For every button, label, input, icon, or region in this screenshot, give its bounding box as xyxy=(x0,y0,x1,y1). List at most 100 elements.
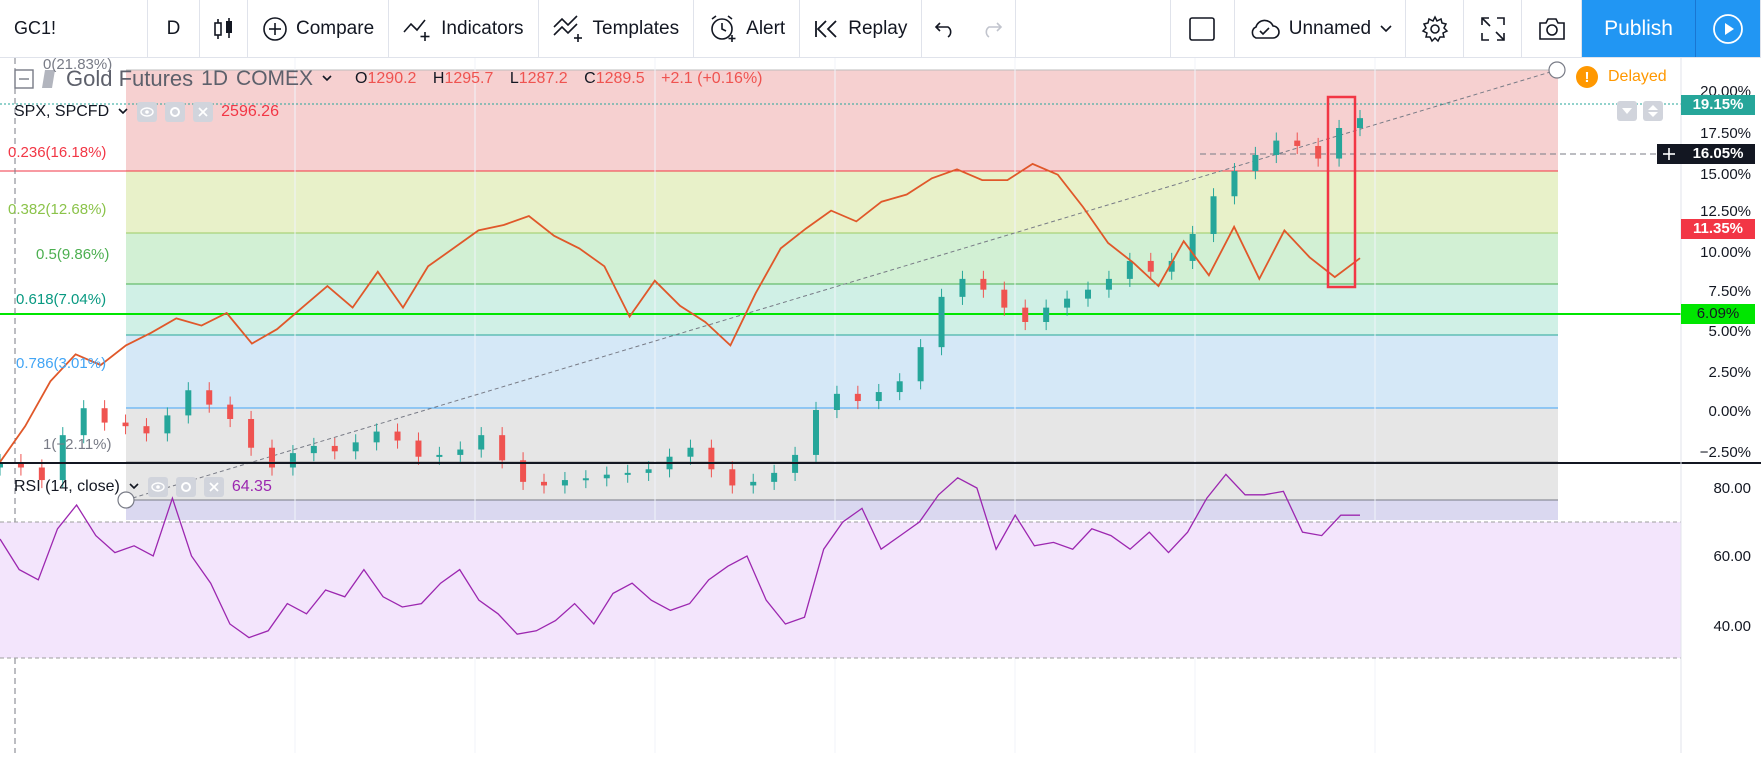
symbol-label: GC1! xyxy=(14,18,57,38)
candle-body xyxy=(206,390,213,405)
replay-button[interactable]: Replay xyxy=(800,0,923,57)
fib-label-5: 0.786(3.01%) xyxy=(16,355,107,372)
high-value: 1295.7 xyxy=(444,70,494,87)
chart-canvas[interactable] xyxy=(0,58,1761,753)
ohlc-values: O1290.2 H1295.7 L1287.2 C1289.5 +2.1 (+0… xyxy=(355,70,768,88)
eye-icon[interactable] xyxy=(137,102,158,122)
fib-handle-start[interactable] xyxy=(117,491,135,509)
fullscreen-layout-button[interactable] xyxy=(1171,0,1235,57)
gear-icon[interactable] xyxy=(175,477,196,497)
candle-body xyxy=(248,418,255,448)
compare-value: 2596.26 xyxy=(221,103,279,120)
fib-label-6: 1(−2.11%) xyxy=(43,436,112,453)
candle-body xyxy=(1336,128,1343,159)
candle-body xyxy=(310,445,317,454)
publish-button[interactable]: Publish xyxy=(1582,0,1696,57)
candle-body xyxy=(1357,118,1363,129)
candle-body xyxy=(959,278,966,297)
price-axis-label: 2.50% xyxy=(1708,364,1751,381)
play-button[interactable] xyxy=(1696,0,1761,57)
candle-body xyxy=(80,408,87,436)
chevron-down-icon[interactable] xyxy=(128,482,140,492)
candle-body xyxy=(896,381,903,393)
chevron-down-icon[interactable] xyxy=(117,107,129,117)
fib-label-3: 0.5(9.86%) xyxy=(36,246,110,263)
pane-maximize-button[interactable] xyxy=(1643,101,1663,121)
compare-label: Compare xyxy=(296,17,375,39)
price-axis-label: 15.00% xyxy=(1700,166,1751,183)
candle-body xyxy=(0,462,3,468)
fib-band-1 xyxy=(126,171,1558,233)
alarm-clock-icon xyxy=(711,14,736,42)
delayed-status[interactable]: ! Delayed xyxy=(1576,66,1667,88)
redo-button[interactable] xyxy=(968,0,1017,57)
candle-body xyxy=(541,481,547,486)
candle-body xyxy=(1231,171,1238,197)
chevron-down-icon[interactable] xyxy=(321,74,333,84)
chart-area[interactable]: Gold Futures 1D COMEX O1290.2 H1295.7 L1… xyxy=(0,56,1761,753)
snapshot-button[interactable] xyxy=(1522,0,1583,57)
low-value: 1287.2 xyxy=(518,70,568,87)
alert-button[interactable]: Alert xyxy=(694,0,801,57)
delayed-label: Delayed xyxy=(1608,68,1667,85)
candle-body xyxy=(1294,140,1301,146)
candle-body xyxy=(833,393,840,411)
fib-band-2 xyxy=(126,233,1558,284)
candle-body xyxy=(1210,196,1217,234)
undo-icon xyxy=(935,21,952,38)
main-title[interactable]: Gold Futures xyxy=(66,66,194,91)
warning-icon: ! xyxy=(1576,66,1598,88)
candle-body xyxy=(980,278,987,290)
fib-band-5 xyxy=(126,408,1558,500)
candle-body xyxy=(1273,140,1280,155)
chart-type-button[interactable] xyxy=(200,0,248,57)
compare-button[interactable]: Compare xyxy=(248,0,390,57)
price-axis-label: 5.00% xyxy=(1708,323,1751,340)
fib-handle-end[interactable] xyxy=(1548,61,1566,79)
candle-body xyxy=(1168,260,1175,272)
candle-body xyxy=(59,435,66,481)
main-interval: 1D xyxy=(201,67,229,90)
rsi-label[interactable]: RSI (14, close) xyxy=(14,478,120,495)
indicators-button[interactable]: Indicators xyxy=(389,0,539,57)
open-label: O xyxy=(355,70,368,87)
eye-icon[interactable] xyxy=(147,477,168,497)
cloud-icon xyxy=(1251,19,1280,39)
candle-body xyxy=(143,426,150,434)
line-price-badge: 6.09% xyxy=(1681,304,1755,324)
rsi-legend: RSI (14, close) 64.35 xyxy=(14,477,272,497)
candle-body xyxy=(499,435,506,461)
candle-body xyxy=(1105,278,1112,290)
candle-body xyxy=(269,447,275,468)
symbol-search-button[interactable]: GC1! xyxy=(0,0,148,57)
pane-collapse-button[interactable] xyxy=(1617,101,1637,121)
compare-symbol[interactable]: SPX, SPCFD xyxy=(14,103,110,120)
layout-name-button[interactable]: Unnamed xyxy=(1235,0,1407,57)
highlight-rectangle[interactable] xyxy=(1326,95,1357,289)
spx-compare-line[interactable] xyxy=(0,162,1361,463)
fib-retracement-bands[interactable] xyxy=(0,69,1558,520)
compare-legend: SPX, SPCFD 2596.26 xyxy=(14,102,279,122)
high-label: H xyxy=(432,70,445,87)
candle-body xyxy=(227,404,234,419)
fullscreen-button[interactable] xyxy=(1464,0,1523,57)
candle-body xyxy=(101,408,108,423)
templates-button[interactable]: Templates xyxy=(539,0,695,57)
rsi-line[interactable] xyxy=(0,473,1360,639)
undo-button[interactable] xyxy=(922,0,968,57)
interval-button[interactable]: D xyxy=(148,0,200,57)
open-value: 1290.2 xyxy=(367,70,417,87)
candle-body xyxy=(415,440,422,457)
gear-icon[interactable] xyxy=(165,102,186,122)
close-label: C xyxy=(584,70,596,87)
close-icon[interactable] xyxy=(193,102,214,122)
collapse-icon[interactable] xyxy=(14,69,34,89)
candle-body xyxy=(373,431,380,443)
settings-button[interactable] xyxy=(1406,0,1465,57)
close-icon[interactable] xyxy=(203,477,224,497)
candle-body xyxy=(729,469,736,486)
crosshair-plus-button[interactable] xyxy=(1657,144,1681,164)
alert-label: Alert xyxy=(746,17,786,39)
candle-body xyxy=(394,431,401,441)
candle-body xyxy=(1189,233,1196,261)
